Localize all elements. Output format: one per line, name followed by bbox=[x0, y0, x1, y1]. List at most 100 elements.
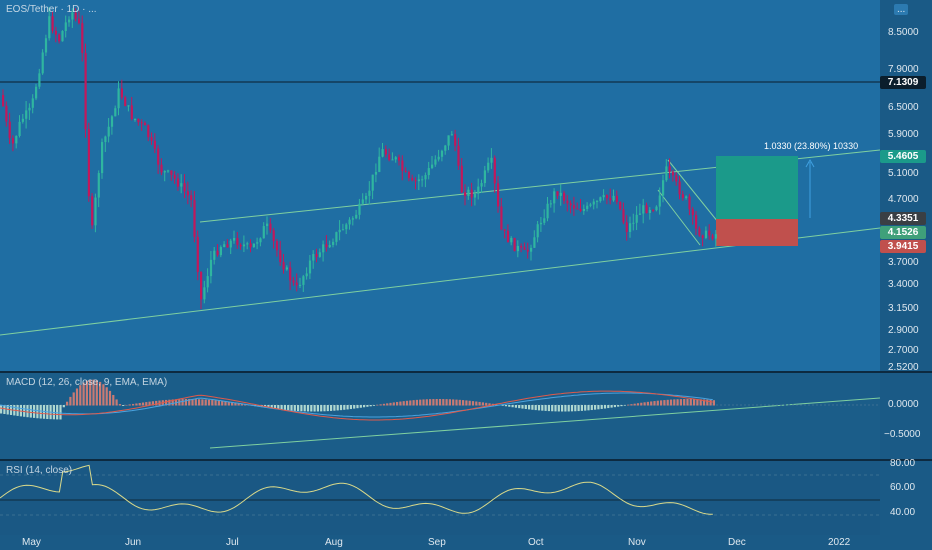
candle-body bbox=[358, 203, 361, 215]
rsi-title[interactable]: RSI (14, close) bbox=[6, 465, 73, 476]
macd-bar bbox=[534, 405, 537, 411]
candle-body bbox=[503, 229, 506, 231]
candle-body bbox=[434, 159, 437, 165]
macd-bar bbox=[389, 402, 392, 406]
candle-body bbox=[134, 118, 137, 120]
macd-bar bbox=[320, 405, 323, 412]
candle-body bbox=[338, 229, 341, 233]
macd-bar bbox=[528, 405, 531, 410]
macd-bar bbox=[577, 405, 580, 412]
candle-body bbox=[299, 284, 302, 286]
macd-bar bbox=[277, 405, 280, 410]
macd-bar bbox=[108, 390, 112, 406]
macd-trend-line[interactable] bbox=[209, 397, 881, 449]
macd-bar bbox=[168, 399, 171, 406]
macd-bar bbox=[379, 404, 382, 406]
candle-body bbox=[345, 224, 348, 230]
macd-bar bbox=[468, 400, 471, 406]
macd-bar bbox=[508, 405, 511, 407]
macd-bar bbox=[23, 405, 26, 417]
candle-body bbox=[701, 235, 704, 239]
candle-body bbox=[490, 157, 493, 163]
price-axis-label: 2.7000 bbox=[888, 345, 919, 356]
wedge-top-line[interactable] bbox=[667, 159, 719, 223]
target-zone[interactable] bbox=[716, 156, 798, 219]
candle-body bbox=[18, 121, 21, 136]
candle-body bbox=[153, 140, 156, 149]
candle-body bbox=[384, 149, 387, 155]
candle-body bbox=[61, 31, 64, 42]
candle-body bbox=[31, 98, 34, 108]
macd-bar bbox=[442, 399, 445, 406]
candle-body bbox=[51, 16, 54, 31]
candle-body bbox=[566, 200, 569, 204]
macd-bar bbox=[656, 400, 659, 406]
macd-bar bbox=[501, 405, 504, 406]
candle-body bbox=[704, 230, 708, 239]
candle-body bbox=[233, 237, 236, 241]
candle-body bbox=[355, 214, 358, 219]
macd-bar bbox=[79, 385, 82, 406]
candle-body bbox=[295, 282, 298, 286]
candle-body bbox=[464, 192, 467, 196]
candle-body bbox=[691, 209, 694, 216]
macd-bar bbox=[669, 399, 673, 406]
macd-bar bbox=[524, 405, 527, 410]
macd-bar bbox=[511, 405, 514, 408]
macd-title[interactable]: MACD (12, 26, close, 9, EMA, EMA) bbox=[6, 377, 168, 388]
candle-body bbox=[107, 126, 110, 137]
candle-body bbox=[437, 156, 440, 160]
candle-body bbox=[25, 110, 28, 119]
candle-body bbox=[645, 205, 648, 214]
top-right-badge[interactable]: ... bbox=[894, 4, 909, 15]
macd-bar bbox=[290, 405, 293, 411]
macd-bar bbox=[148, 401, 151, 406]
macd-bar bbox=[676, 399, 679, 406]
candle-body bbox=[256, 242, 259, 244]
candle-body bbox=[120, 88, 123, 98]
candle-body bbox=[239, 244, 242, 247]
stop-zone[interactable] bbox=[716, 219, 798, 246]
candle-body bbox=[213, 250, 216, 260]
candle-body bbox=[414, 180, 417, 182]
candle-body bbox=[322, 244, 325, 253]
symbol-title[interactable]: EOS/Tether · 1D · ... bbox=[6, 4, 97, 15]
candle-body bbox=[497, 183, 500, 207]
candle-body bbox=[421, 179, 424, 181]
candle-body bbox=[124, 97, 127, 107]
candle-body bbox=[302, 276, 305, 285]
candle-body bbox=[203, 287, 206, 300]
macd-bar bbox=[372, 405, 376, 406]
macd-bar bbox=[478, 401, 481, 406]
stop-price-tag: 3.9415 bbox=[880, 240, 926, 253]
macd-bar bbox=[26, 405, 29, 418]
macd-bar bbox=[646, 401, 649, 406]
candle-body bbox=[209, 259, 213, 277]
candle-body bbox=[553, 191, 556, 204]
candle-body bbox=[269, 223, 272, 231]
price-axis-label: 2.9000 bbox=[888, 325, 919, 336]
macd-bar bbox=[204, 399, 207, 406]
candle-body bbox=[388, 154, 391, 160]
candle-body bbox=[605, 195, 609, 199]
candle-body bbox=[54, 30, 57, 35]
macd-bar bbox=[349, 405, 352, 410]
current-price-tag: 4.1526 bbox=[880, 226, 926, 239]
macd-bar bbox=[594, 405, 597, 410]
candle-body bbox=[510, 237, 513, 243]
candle-body bbox=[140, 122, 143, 124]
rsi-axis-label: 80.00 bbox=[890, 458, 916, 469]
macd-bar bbox=[188, 399, 191, 406]
candle-body bbox=[473, 193, 477, 198]
wedge-bottom-line[interactable] bbox=[657, 189, 701, 246]
candle-body bbox=[282, 262, 285, 270]
candle-body bbox=[74, 12, 77, 19]
macd-bar bbox=[244, 404, 247, 406]
macd-bar bbox=[471, 401, 475, 406]
candle-body bbox=[110, 116, 114, 127]
candle-body bbox=[668, 166, 671, 172]
time-axis-label: Jun bbox=[125, 537, 142, 548]
candle-body bbox=[424, 175, 427, 180]
